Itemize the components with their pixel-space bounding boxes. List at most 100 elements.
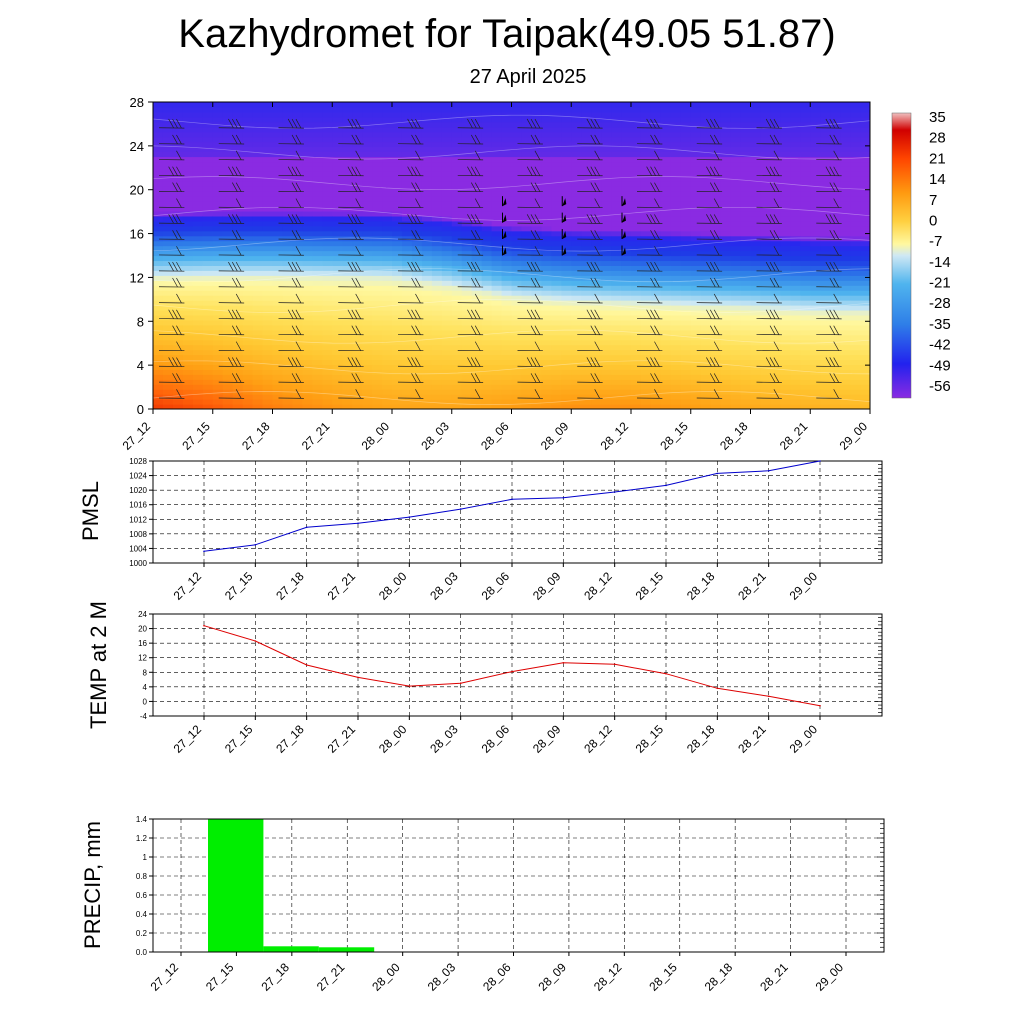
- temp-cell: [372, 201, 383, 207]
- temp-cell: [611, 404, 622, 409]
- temp-cell: [202, 136, 214, 143]
- temp-cell: [242, 260, 254, 266]
- temp-cell: [650, 166, 662, 172]
- wind-barb-flag: [172, 277, 178, 288]
- temp-cell: [411, 181, 423, 187]
- temp-cell: [172, 161, 184, 167]
- temp-cell: [322, 156, 333, 163]
- temp-cell: [451, 300, 463, 306]
- temp-cell: [780, 389, 791, 395]
- temp-cell: [591, 146, 602, 153]
- temp-cell: [421, 309, 433, 316]
- wind-barb-flag: [295, 246, 302, 256]
- temp-cell: [421, 399, 433, 405]
- temp-cell: [531, 111, 542, 118]
- temp-cell: [401, 349, 413, 356]
- temp-cell: [491, 275, 503, 281]
- temp-cell: [461, 265, 473, 271]
- temp-cell: [531, 156, 542, 163]
- wind-barb-flag: [176, 357, 182, 367]
- temp-cell: [670, 275, 682, 281]
- temp-cell: [372, 359, 383, 366]
- temp-cell: [850, 369, 861, 375]
- temp-cell: [252, 324, 264, 331]
- temp-cell: [292, 205, 303, 212]
- temp-cell: [282, 394, 294, 400]
- temp-cell: [541, 102, 552, 108]
- temp-cell: [631, 181, 642, 187]
- temp-cell: [581, 250, 592, 257]
- temp-cell: [680, 319, 692, 326]
- temp-cell: [192, 295, 204, 301]
- wind-barb-flag: [176, 389, 182, 399]
- temp-cell: [631, 344, 642, 351]
- temp-cell: [840, 265, 851, 271]
- temp-cell: [601, 389, 612, 395]
- wind-barb-flag: [172, 166, 178, 176]
- temp-cell: [153, 181, 164, 187]
- temp-cell: [471, 186, 483, 192]
- temp-cell: [860, 295, 870, 301]
- temp-cell: [491, 394, 503, 400]
- temp-cell: [840, 329, 851, 336]
- temp-cell: [192, 196, 204, 202]
- temp-cell: [561, 329, 572, 336]
- temp-cell: [840, 161, 851, 167]
- temp-cell: [491, 280, 503, 286]
- temp-cell: [382, 225, 393, 232]
- temp-cell: [710, 161, 722, 167]
- temp-cell: [382, 121, 393, 128]
- temp-cell: [850, 136, 861, 143]
- temp-cell: [342, 305, 353, 311]
- temp-cell: [192, 369, 204, 375]
- temp-cell: [352, 215, 363, 222]
- temp-cell: [411, 270, 423, 276]
- temp-cell: [471, 265, 483, 271]
- temp-cell: [312, 215, 323, 222]
- temp-cell: [730, 389, 742, 395]
- temp-cell: [760, 191, 772, 197]
- temp-cell: [153, 285, 164, 291]
- temp-cell: [850, 255, 861, 262]
- temp-cell: [840, 359, 851, 366]
- temp-cell: [461, 404, 473, 409]
- temp-cell: [352, 265, 363, 271]
- temp-cell: [262, 290, 274, 296]
- temp-cell: [730, 116, 742, 123]
- temp-cell: [332, 196, 343, 202]
- temp-cell: [680, 270, 692, 276]
- temp-cell: [650, 339, 662, 346]
- temp-cell: [282, 121, 294, 128]
- temp-cell: [531, 146, 542, 153]
- temp-cell: [411, 166, 423, 172]
- temp-cell: [312, 191, 323, 197]
- temp-cell: [481, 146, 493, 153]
- temp-cell: [212, 235, 224, 242]
- temp-cell: [650, 275, 662, 281]
- temp-cell: [322, 215, 333, 222]
- temp-cell: [212, 191, 224, 197]
- temp-cell: [431, 166, 443, 172]
- temp-cell: [790, 210, 801, 217]
- temp-cell: [710, 136, 722, 143]
- temp-cell: [551, 116, 562, 123]
- temp-cell: [790, 171, 801, 177]
- temp-cell: [551, 290, 562, 296]
- wind-barb-flag: [530, 214, 537, 224]
- temp-cell: [441, 176, 453, 182]
- temp-cell: [820, 319, 831, 326]
- temp-cell: [441, 339, 453, 346]
- temp-cell: [392, 116, 403, 123]
- temp-cell: [790, 136, 801, 143]
- temp-cell: [272, 295, 284, 301]
- temp-cell: [750, 141, 762, 148]
- temp-cell: [690, 181, 702, 187]
- temp-cell: [401, 334, 413, 341]
- temp-cell: [382, 369, 393, 375]
- temp-cell: [342, 344, 353, 351]
- temp-cell: [621, 116, 632, 123]
- wind-barb-flag: [291, 309, 298, 319]
- temp-cell: [860, 305, 870, 311]
- temp-cell: [421, 166, 433, 172]
- temp-cell: [611, 245, 622, 252]
